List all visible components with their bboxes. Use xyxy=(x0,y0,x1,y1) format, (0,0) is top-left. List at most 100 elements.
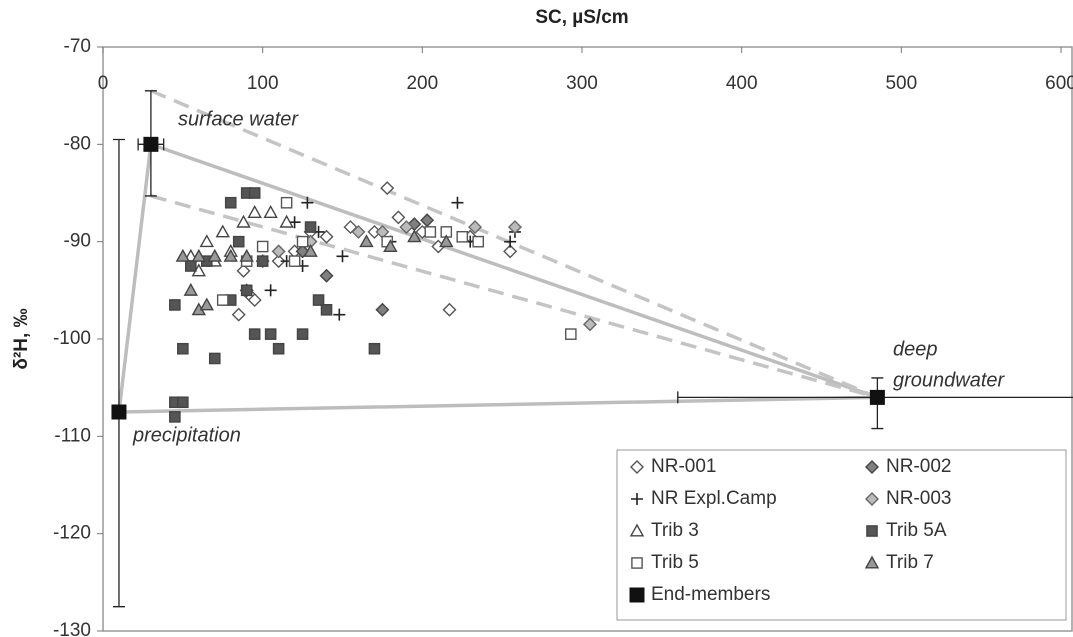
data-point xyxy=(869,389,885,405)
legend-marker xyxy=(629,587,645,603)
data-point xyxy=(503,244,518,259)
legend: NR-001 NR-002 NR Expl.Camp NR-003 Trib 3 Trib… xyxy=(616,449,1067,621)
data-point xyxy=(320,304,333,316)
data-point xyxy=(271,254,286,269)
x-tick-label: 500 xyxy=(885,73,917,94)
data-point xyxy=(247,293,262,308)
data-point xyxy=(319,229,334,244)
y-tick-label: -120 xyxy=(53,523,91,544)
data-point xyxy=(399,220,414,235)
legend-label: End-members xyxy=(651,584,770,605)
data-point xyxy=(248,187,261,199)
data-point xyxy=(215,224,230,238)
data-point xyxy=(383,239,398,253)
data-point xyxy=(183,282,199,296)
data-point xyxy=(271,244,286,259)
data-point xyxy=(296,328,309,340)
data-point xyxy=(175,248,191,262)
data-point xyxy=(368,342,381,355)
data-point xyxy=(439,234,454,248)
data-point xyxy=(248,328,261,340)
data-point xyxy=(264,328,277,340)
x-tick-label: 0 xyxy=(98,73,109,94)
data-point xyxy=(304,221,317,233)
legend-label: Trib 5 xyxy=(651,552,699,573)
data-point xyxy=(375,302,390,317)
data-point xyxy=(451,196,464,209)
y-tick-label: -110 xyxy=(54,425,91,446)
data-point xyxy=(504,235,517,248)
legend-label: NR-002 xyxy=(886,456,951,477)
data-point xyxy=(288,255,301,267)
data-point xyxy=(256,240,269,253)
data-point xyxy=(407,229,422,243)
data-point xyxy=(380,181,395,196)
data-point xyxy=(177,396,189,409)
data-point xyxy=(336,250,349,263)
x-tick-label: 600 xyxy=(1045,73,1073,94)
data-point xyxy=(231,307,246,322)
data-point xyxy=(208,352,221,365)
y-tick-label: -90 xyxy=(64,231,91,252)
legend-label: Trib 5A xyxy=(886,520,947,541)
legend-label: NR-003 xyxy=(886,488,951,509)
data-point xyxy=(507,220,522,235)
data-point xyxy=(296,235,309,248)
data-point xyxy=(143,136,159,152)
data-point xyxy=(240,284,253,297)
legend-marker xyxy=(865,492,879,506)
data-point xyxy=(565,328,577,340)
legend-marker xyxy=(864,555,880,569)
x-tick-label: 300 xyxy=(566,73,598,94)
legend-box xyxy=(616,449,1067,621)
mixing-line xyxy=(116,141,878,414)
x-tick-label: 400 xyxy=(726,73,758,94)
x-tick-label: 200 xyxy=(406,73,438,94)
data-point xyxy=(319,268,334,283)
data-point xyxy=(236,263,251,278)
data-point xyxy=(272,342,285,355)
data-point xyxy=(236,214,251,228)
data-point xyxy=(456,230,469,243)
y-tick-label: -70 xyxy=(64,36,91,57)
annotation: surface water xyxy=(178,108,299,130)
legend-marker xyxy=(629,523,645,537)
legend-marker xyxy=(631,557,643,569)
data-point xyxy=(391,210,406,225)
data-point xyxy=(303,243,318,257)
legend-label: NR Expl.Camp xyxy=(651,488,777,509)
y-tick-label: -100 xyxy=(53,328,91,349)
legend-label: Trib 7 xyxy=(886,552,934,573)
data-point xyxy=(264,284,277,297)
data-point xyxy=(351,224,366,239)
x-tick-label: 100 xyxy=(247,73,279,94)
data-point xyxy=(424,226,437,238)
legend-label: NR-001 xyxy=(651,456,716,477)
data-point xyxy=(442,302,457,317)
data-point xyxy=(199,297,214,311)
data-point xyxy=(280,196,293,209)
legend-marker xyxy=(631,493,643,505)
data-point xyxy=(207,248,222,262)
data-point xyxy=(333,308,346,321)
data-point xyxy=(223,248,238,262)
data-point xyxy=(420,213,435,228)
y-error-bar xyxy=(112,138,125,608)
data-point xyxy=(199,234,214,248)
legend-marker xyxy=(866,525,878,537)
legend-label: Trib 3 xyxy=(651,520,699,541)
x-axis-title: SC, µS/cm xyxy=(535,7,628,28)
mixing-envelope xyxy=(150,89,879,400)
data-point xyxy=(169,411,181,423)
mixing-envelope xyxy=(150,194,878,400)
data-point xyxy=(263,205,278,218)
y-tick-label: -130 xyxy=(53,620,91,637)
data-point xyxy=(247,205,262,218)
data-point xyxy=(279,214,294,228)
data-point xyxy=(359,234,374,248)
y-axis-title: δ²H, ‰ xyxy=(11,308,32,369)
legend-marker xyxy=(865,460,879,474)
data-point xyxy=(472,235,485,248)
